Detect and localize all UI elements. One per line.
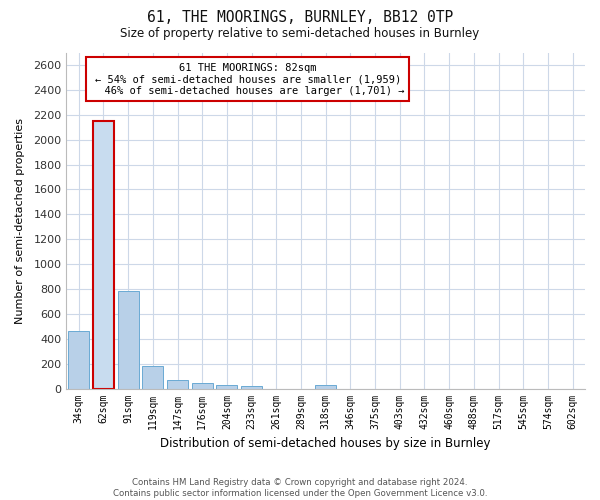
Text: 61 THE MOORINGS: 82sqm
← 54% of semi-detached houses are smaller (1,959)
  46% o: 61 THE MOORINGS: 82sqm ← 54% of semi-det… — [92, 62, 404, 96]
Bar — [192, 382, 213, 388]
Text: 61, THE MOORINGS, BURNLEY, BB12 0TP: 61, THE MOORINGS, BURNLEY, BB12 0TP — [147, 10, 453, 25]
Y-axis label: Number of semi-detached properties: Number of semi-detached properties — [15, 118, 25, 324]
X-axis label: Distribution of semi-detached houses by size in Burnley: Distribution of semi-detached houses by … — [160, 437, 491, 450]
Bar — [142, 366, 163, 388]
Bar — [217, 385, 238, 388]
Bar — [93, 121, 114, 388]
Bar — [241, 386, 262, 388]
Bar — [315, 386, 336, 388]
Bar — [68, 332, 89, 388]
Text: Contains HM Land Registry data © Crown copyright and database right 2024.
Contai: Contains HM Land Registry data © Crown c… — [113, 478, 487, 498]
Bar — [118, 292, 139, 388]
Bar — [167, 380, 188, 388]
Text: Size of property relative to semi-detached houses in Burnley: Size of property relative to semi-detach… — [121, 28, 479, 40]
